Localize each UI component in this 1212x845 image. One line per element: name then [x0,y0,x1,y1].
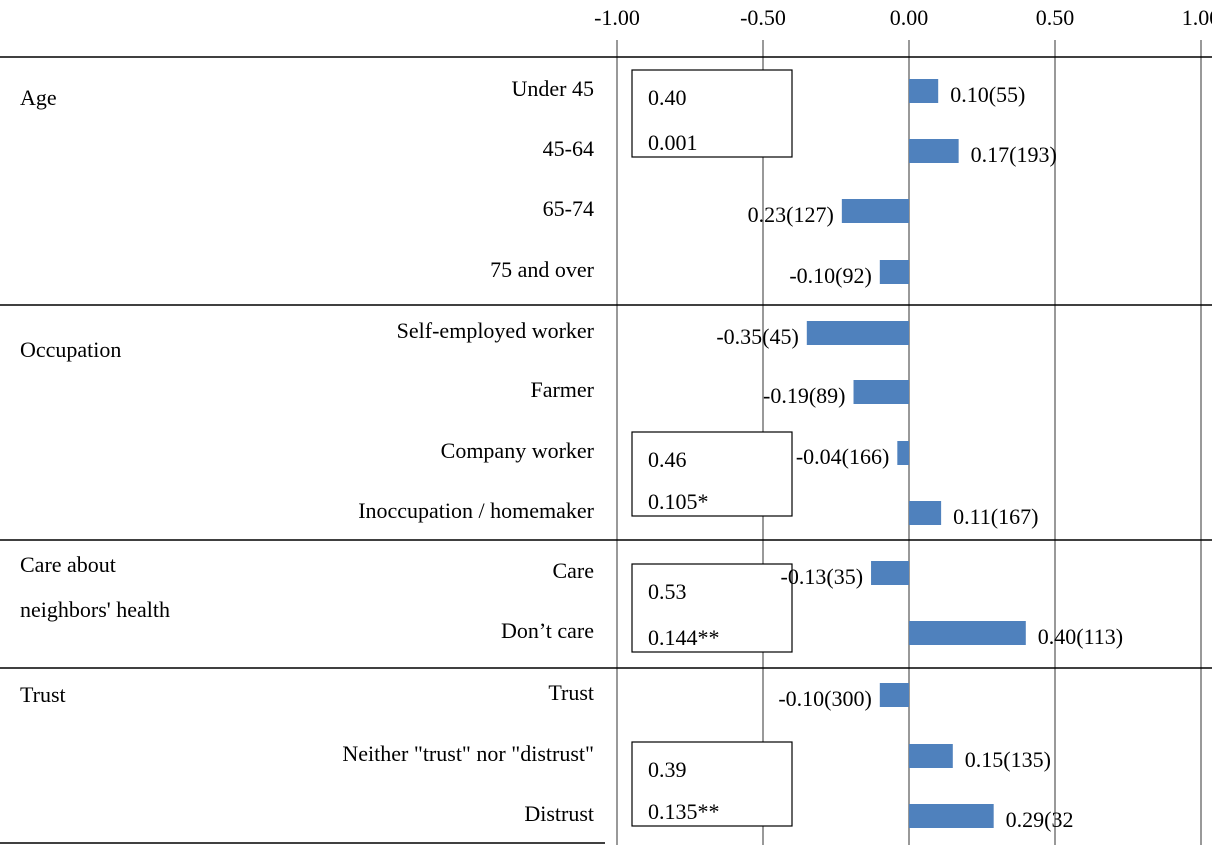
stat-box-text: 0.40 [648,85,687,110]
bar [853,380,909,404]
stat-box [631,563,793,653]
category-label: Don’t care [501,618,594,643]
x-tick-label: 1.00 [1182,5,1212,30]
bar [841,199,909,223]
bar [909,139,959,163]
group-label: Age [20,85,57,110]
stat-box-text: 0.105* [648,489,709,514]
stat-box-text: 0.144** [648,625,720,650]
bar [909,804,994,828]
data-label: -0.04(166) [796,444,889,469]
stat-box-text: 0.46 [648,447,687,472]
stat-box [631,741,793,827]
stat-box-text: 0.39 [648,757,687,782]
stat-box-text: 0.53 [648,579,687,604]
bar [806,321,909,345]
bar [897,441,909,465]
data-label: -0.35(45) [716,324,798,349]
bar [909,621,1026,645]
data-label: 0.29(32 [1006,807,1074,832]
group-label: neighbors' health [20,597,170,622]
group-label: Occupation [20,337,121,362]
category-label: Care [552,558,594,583]
stat-box [631,69,793,158]
data-label: -0.10(92) [789,263,871,288]
data-label: 0.10(55) [950,82,1025,107]
data-label: 0.40(113) [1038,624,1123,649]
category-label: Company worker [441,438,595,463]
category-label: Inoccupation / homemaker [358,498,594,523]
x-tick-label: 0.00 [890,5,929,30]
data-label: 0.17(193) [971,142,1057,167]
bar [879,260,909,284]
group-label: Care about [20,552,116,577]
data-label: 0.15(135) [965,747,1051,772]
category-label: Distrust [524,801,594,826]
data-label: 0.11(167) [953,504,1038,529]
category-label: 65-74 [543,196,594,221]
data-label: -0.13(35) [781,564,863,589]
x-tick-label: 0.50 [1036,5,1075,30]
x-tick-label: -0.50 [740,5,786,30]
category-label: 45-64 [543,136,594,161]
category-label: Trust [548,680,594,705]
category-label: Farmer [530,377,594,402]
stat-box-text: 0.135** [648,799,720,824]
bar [909,79,939,103]
data-label: 0.23(127) [748,202,834,227]
category-label: Under 45 [512,76,594,101]
category-label: Neither "trust" nor "distrust" [342,741,594,766]
category-label: 75 and over [490,257,595,282]
x-tick-label: -1.00 [594,5,640,30]
group-label: Trust [20,682,66,707]
stat-box [631,431,793,517]
bar [909,744,953,768]
bar [879,683,909,707]
category-label: Self-employed worker [397,318,595,343]
stat-box-text: 0.001 [648,130,698,155]
bar [871,561,909,585]
data-label: -0.19(89) [763,383,845,408]
bar [909,501,942,525]
data-label: -0.10(300) [778,686,871,711]
